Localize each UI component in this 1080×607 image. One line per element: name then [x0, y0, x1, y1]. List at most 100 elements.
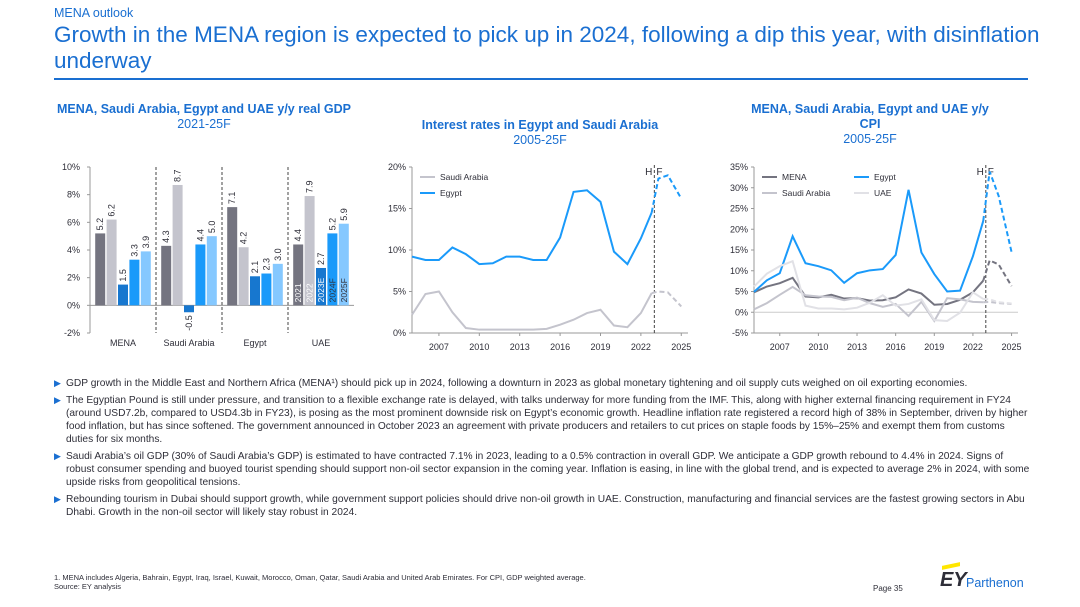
gdp-value-label: -0.5	[184, 315, 194, 331]
rates-x-tick-label: 2025	[671, 342, 691, 352]
gdp-bar	[238, 247, 249, 306]
cpi-chart-title: MENA, Saudi Arabia, Egypt and UAE y/y CP…	[740, 102, 1000, 147]
gdp-value-label: 7.1	[227, 192, 237, 205]
cpi-series-line	[753, 259, 984, 322]
cpi-legend-label: UAE	[874, 188, 892, 198]
gdp-bar	[227, 207, 238, 306]
gdp-value-label: 4.3	[161, 230, 171, 243]
gdp-bar	[327, 233, 338, 306]
gdp-y-tick-label: 8%	[67, 190, 80, 200]
gdp-category-label: MENA	[110, 338, 136, 348]
rates-y-tick-label: 10%	[388, 245, 406, 255]
gdp-value-label: 5.2	[95, 218, 105, 231]
gdp-bar	[272, 263, 283, 306]
bullet-triangle-icon: ▶	[54, 494, 61, 504]
gdp-bar	[129, 259, 140, 306]
cpi-y-tick-label: 10%	[730, 266, 748, 276]
cpi-x-tick-label: 2022	[963, 342, 983, 352]
rates-forecast-label: F	[656, 167, 662, 178]
gdp-y-tick-label: 0%	[67, 300, 80, 310]
gdp-chart-subtitle: 2021-25F	[177, 117, 231, 131]
gdp-bar	[261, 273, 272, 306]
bullet-triangle-icon: ▶	[54, 395, 61, 405]
gdp-chart-title: MENA, Saudi Arabia, Egypt and UAE y/y re…	[54, 102, 354, 132]
commentary-text: The Egyptian Pound is still under pressu…	[66, 395, 1028, 445]
gdp-category-label: Saudi Arabia	[163, 338, 214, 348]
cpi-series-line	[753, 276, 984, 306]
cpi-y-tick-label: 20%	[730, 224, 748, 234]
gdp-value-label: 5.9	[339, 208, 349, 221]
gdp-value-label: 5.2	[327, 218, 337, 231]
cpi-x-tick-label: 2013	[847, 342, 867, 352]
gdp-value-label: 4.4	[195, 229, 205, 242]
gdp-value-label: 4.4	[293, 229, 303, 242]
cpi-legend-label: Saudi Arabia	[782, 188, 830, 198]
cpi-legend-label: Egypt	[874, 172, 896, 182]
rates-chart-subtitle: 2005-25F	[513, 133, 567, 147]
gdp-bar	[195, 244, 206, 306]
rates-legend-label: Saudi Arabia	[440, 172, 488, 182]
gdp-value-label: 4.2	[239, 232, 249, 245]
rates-x-tick-label: 2010	[469, 342, 489, 352]
page-title: Growth in the MENA region is expected to…	[54, 22, 1040, 73]
rates-x-tick-label: 2016	[550, 342, 570, 352]
rates-y-tick-label: 20%	[388, 162, 406, 172]
cpi-y-tick-label: 0%	[735, 307, 748, 317]
section-label: MENA outlook	[54, 6, 134, 20]
gdp-chart-title-text: MENA, Saudi Arabia, Egypt and UAE y/y re…	[56, 102, 352, 116]
rates-x-tick-label: 2007	[429, 342, 449, 352]
gdp-y-tick-label: 4%	[67, 245, 80, 255]
cpi-x-tick-label: 2010	[808, 342, 828, 352]
gdp-y-tick-label: 2%	[67, 273, 80, 283]
gdp-bar	[95, 233, 106, 306]
gdp-category-label: UAE	[312, 338, 331, 348]
cpi-x-tick-label: 2007	[770, 342, 790, 352]
rates-series-line	[411, 189, 653, 266]
gdp-value-label: 1.5	[118, 269, 128, 282]
gdp-value-label: 3.0	[273, 248, 283, 261]
rates-y-tick-label: 5%	[393, 287, 406, 297]
rates-x-tick-label: 2013	[510, 342, 530, 352]
cpi-y-tick-label: 15%	[730, 245, 748, 255]
gdp-bar	[304, 196, 315, 306]
cpi-legend-label: MENA	[782, 172, 807, 182]
rates-legend-label: Egypt	[440, 188, 462, 198]
page-number: Page 35	[873, 584, 903, 593]
gdp-bar	[316, 267, 326, 306]
cpi-series-line	[753, 189, 985, 293]
commentary-text: GDP growth in the Middle East and Northe…	[66, 378, 968, 389]
commentary-item: ▶ Rebounding tourism in Dubai should supp…	[54, 493, 1034, 519]
bullet-triangle-icon: ▶	[54, 451, 61, 461]
cpi-y-tick-label: -5%	[732, 328, 748, 338]
cpi-series-forecast-line	[983, 300, 1012, 305]
cpi-series-forecast-line	[982, 258, 1013, 287]
commentary-list: ▶ GDP growth in the Middle East and North…	[54, 377, 1034, 523]
cpi-history-label: H	[977, 167, 984, 178]
gdp-value-label: 2.7	[316, 252, 326, 265]
rates-y-tick-label: 15%	[388, 204, 406, 214]
cpi-y-tick-label: 30%	[730, 183, 748, 193]
gdp-series-inline-label: 2022	[305, 283, 315, 302]
cpi-chart-subtitle: 2005-25F	[843, 132, 897, 146]
gdp-series-inline-label: 2025F	[339, 278, 349, 302]
gdp-bar-chart: 10%8%6%4%2%0%-2%MENA5.26.21.53.33.9Saudi…	[62, 162, 354, 348]
gdp-series-inline-label: 2024F	[327, 278, 337, 302]
commentary-item: ▶ The Egyptian Pound is still under press…	[54, 394, 1034, 446]
bullet-triangle-icon: ▶	[54, 378, 61, 388]
gdp-value-label: 2.1	[250, 261, 260, 274]
gdp-bar	[206, 236, 217, 306]
cpi-y-tick-label: 5%	[735, 287, 748, 297]
gdp-value-label: 7.9	[305, 181, 315, 194]
commentary-item: ▶ Saudi Arabia’s oil GDP (30% of Saudi Ar…	[54, 450, 1034, 489]
gdp-series-inline-label: 2021	[293, 283, 303, 302]
gdp-bar	[184, 305, 194, 313]
rates-x-tick-label: 2022	[631, 342, 651, 352]
cpi-x-tick-label: 2016	[886, 342, 906, 352]
gdp-y-tick-label: 10%	[62, 162, 80, 172]
rates-series-forecast-line	[650, 174, 683, 213]
cpi-x-tick-label: 2025	[1002, 342, 1022, 352]
rates-y-tick-label: 0%	[393, 328, 406, 338]
rates-x-tick-label: 2019	[590, 342, 610, 352]
commentary-text: Rebounding tourism in Dubai should suppo…	[66, 494, 1025, 518]
logo-mark: EY	[940, 569, 967, 591]
